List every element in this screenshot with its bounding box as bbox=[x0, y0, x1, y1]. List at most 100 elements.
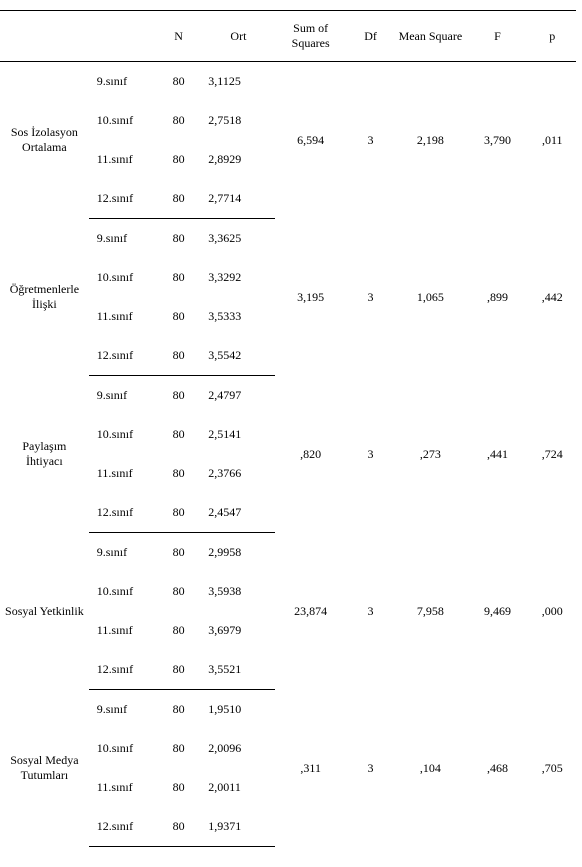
n-cell: 80 bbox=[155, 807, 202, 847]
sub-label: 10.sınıf bbox=[89, 572, 155, 611]
ms-cell: 2,198 bbox=[394, 62, 466, 219]
sub-label: 11.sınıf bbox=[89, 140, 155, 179]
header-ss: Sum of Squares bbox=[275, 11, 347, 62]
ort-cell: 2,0011 bbox=[202, 768, 274, 807]
group-label: Paylaşım İhtiyacı bbox=[0, 376, 89, 533]
ss-cell: 3,195 bbox=[275, 219, 347, 376]
header-df: Df bbox=[347, 11, 394, 62]
ort-cell: 3,5333 bbox=[202, 297, 274, 336]
ort-cell: 3,6979 bbox=[202, 611, 274, 650]
n-cell: 80 bbox=[155, 533, 202, 573]
sub-label: 10.sınıf bbox=[89, 415, 155, 454]
group-label: Sosyal Yetkinlik bbox=[0, 533, 89, 690]
n-cell: 80 bbox=[155, 768, 202, 807]
p-cell: ,000 bbox=[528, 533, 576, 690]
ort-cell: 3,5542 bbox=[202, 336, 274, 376]
sub-label: 12.sınıf bbox=[89, 493, 155, 533]
sub-label: 11.sınıf bbox=[89, 454, 155, 493]
ort-cell: 1,9371 bbox=[202, 807, 274, 847]
ss-cell: 6,594 bbox=[275, 62, 347, 219]
group-label: Sosyal Medya Tutumları bbox=[0, 690, 89, 847]
sub-label: 12.sınıf bbox=[89, 650, 155, 690]
n-cell: 80 bbox=[155, 297, 202, 336]
n-cell: 80 bbox=[155, 376, 202, 416]
group-label: Öğretmenlerle İlişki bbox=[0, 219, 89, 376]
ort-cell: 3,3292 bbox=[202, 258, 274, 297]
p-cell: ,724 bbox=[528, 376, 576, 533]
ort-cell: 2,8929 bbox=[202, 140, 274, 179]
ort-cell: 2,0096 bbox=[202, 729, 274, 768]
ms-cell: 1,065 bbox=[394, 219, 466, 376]
ort-cell: 2,4547 bbox=[202, 493, 274, 533]
sub-label: 10.sınıf bbox=[89, 729, 155, 768]
sub-label: 9.sınıf bbox=[89, 376, 155, 416]
sub-label: 11.sınıf bbox=[89, 768, 155, 807]
header-row: N Ort Sum of Squares Df Mean Square F p bbox=[0, 11, 576, 62]
n-cell: 80 bbox=[155, 729, 202, 768]
n-cell: 80 bbox=[155, 101, 202, 140]
n-cell: 80 bbox=[155, 62, 202, 102]
n-cell: 80 bbox=[155, 493, 202, 533]
ort-cell: 3,5938 bbox=[202, 572, 274, 611]
header-f: F bbox=[467, 11, 529, 62]
df-cell: 3 bbox=[347, 376, 394, 533]
n-cell: 80 bbox=[155, 219, 202, 259]
ort-cell: 2,4797 bbox=[202, 376, 274, 416]
ort-cell: 2,3766 bbox=[202, 454, 274, 493]
n-cell: 80 bbox=[155, 140, 202, 179]
f-cell: 3,790 bbox=[467, 62, 529, 219]
sub-label: 10.sınıf bbox=[89, 258, 155, 297]
header-p: p bbox=[528, 11, 576, 62]
header-group bbox=[0, 11, 89, 62]
sub-label: 9.sınıf bbox=[89, 219, 155, 259]
sub-label: 12.sınıf bbox=[89, 807, 155, 847]
n-cell: 80 bbox=[155, 336, 202, 376]
n-cell: 80 bbox=[155, 454, 202, 493]
n-cell: 80 bbox=[155, 690, 202, 730]
p-cell: ,442 bbox=[528, 219, 576, 376]
sub-label: 9.sınıf bbox=[89, 62, 155, 102]
sub-label: 12.sınıf bbox=[89, 336, 155, 376]
sub-label: 9.sınıf bbox=[89, 533, 155, 573]
f-cell: ,899 bbox=[467, 219, 529, 376]
sub-label: 11.sınıf bbox=[89, 297, 155, 336]
p-cell: ,011 bbox=[528, 62, 576, 219]
n-cell: 80 bbox=[155, 415, 202, 454]
ss-cell: 23,874 bbox=[275, 533, 347, 690]
ort-cell: 3,1125 bbox=[202, 62, 274, 102]
table-row: Sos İzolasyon Ortalama9.sınıf803,11256,5… bbox=[0, 62, 576, 102]
ss-cell: ,311 bbox=[275, 690, 347, 847]
f-cell: 9,469 bbox=[467, 533, 529, 690]
ms-cell: 7,958 bbox=[394, 533, 466, 690]
header-ms: Mean Square bbox=[394, 11, 466, 62]
sub-label: 10.sınıf bbox=[89, 101, 155, 140]
sub-label: 9.sınıf bbox=[89, 690, 155, 730]
sub-label: 11.sınıf bbox=[89, 611, 155, 650]
df-cell: 3 bbox=[347, 219, 394, 376]
n-cell: 80 bbox=[155, 650, 202, 690]
header-ort: Ort bbox=[202, 11, 274, 62]
ort-cell: 2,5141 bbox=[202, 415, 274, 454]
ss-cell: ,820 bbox=[275, 376, 347, 533]
f-cell: ,441 bbox=[467, 376, 529, 533]
ort-cell: 2,7714 bbox=[202, 179, 274, 219]
ort-cell: 2,7518 bbox=[202, 101, 274, 140]
ms-cell: ,273 bbox=[394, 376, 466, 533]
df-cell: 3 bbox=[347, 690, 394, 847]
n-cell: 80 bbox=[155, 572, 202, 611]
table-row: Sosyal Yetkinlik9.sınıf802,995823,87437,… bbox=[0, 533, 576, 573]
df-cell: 3 bbox=[347, 533, 394, 690]
ms-cell: ,104 bbox=[394, 690, 466, 847]
sub-label: 12.sınıf bbox=[89, 179, 155, 219]
n-cell: 80 bbox=[155, 179, 202, 219]
header-n: N bbox=[155, 11, 202, 62]
table-row: Sosyal Medya Tutumları9.sınıf801,9510,31… bbox=[0, 690, 576, 730]
ort-cell: 1,9510 bbox=[202, 690, 274, 730]
ort-cell: 3,3625 bbox=[202, 219, 274, 259]
p-cell: ,705 bbox=[528, 690, 576, 847]
n-cell: 80 bbox=[155, 258, 202, 297]
anova-table: N Ort Sum of Squares Df Mean Square F p … bbox=[0, 10, 576, 847]
group-label: Sos İzolasyon Ortalama bbox=[0, 62, 89, 219]
header-sub bbox=[89, 11, 155, 62]
n-cell: 80 bbox=[155, 611, 202, 650]
